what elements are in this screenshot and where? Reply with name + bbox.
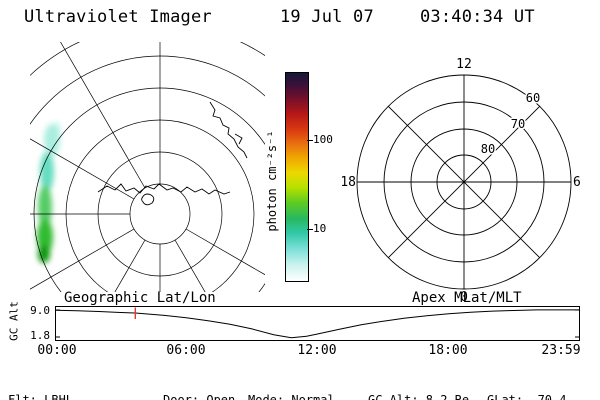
status-col-flight: Flt: LBHL IP: 36.0 <box>8 358 73 400</box>
coastlines <box>97 101 248 206</box>
gc-alt-axis-label: GC Alt <box>7 301 21 341</box>
mlt-label-18: 18 <box>342 175 356 190</box>
xtick-1200: 12:00 <box>297 343 337 358</box>
colorbar-units-label: photon cm⁻²s⁻¹ <box>265 130 279 232</box>
status-glat: GLat: -70.4 <box>487 393 567 400</box>
status-col-geo: GLat: -70.4 GLon: 247.1 <box>487 358 566 400</box>
xtick-2359: 23:59 <box>541 343 581 358</box>
mlat-ring-labels: 60 70 80 <box>479 90 541 158</box>
aurora-emission-patch <box>37 122 61 263</box>
xtick-0000: 00:00 <box>37 343 77 358</box>
apex-mlat-mlt-dial: 12 0 18 6 60 70 80 <box>342 57 581 304</box>
ytick-1-8: 1.8 <box>30 329 50 342</box>
mlt-label-6: 6 <box>573 175 581 190</box>
status-gc-alt: GC Alt: 8.2 Re <box>368 393 470 400</box>
timeline-frame <box>55 306 580 341</box>
xtick-1800: 18:00 <box>428 343 468 358</box>
mlat-mlt-grid <box>356 74 572 290</box>
mlat-label-60: 60 <box>526 91 540 105</box>
gc-alt-curve <box>55 306 580 341</box>
colorbar-tick-100 <box>307 140 313 141</box>
altitude-curve <box>55 309 580 339</box>
xtick-0600: 06:00 <box>166 343 206 358</box>
status-col-mode: Mode: Normal Dsp: -4.2 <box>248 358 335 400</box>
status-door: Door: Open <box>163 393 236 400</box>
colorbar-tick-label-10: 10 <box>313 222 327 235</box>
mlat-label-80: 80 <box>481 142 495 156</box>
geographic-caption: Geographic Lat/Lon <box>64 290 216 306</box>
apex-caption: Apex MLat/MLT <box>412 290 522 306</box>
colorbar-tick-10 <box>307 229 313 230</box>
latlon-grid <box>30 42 265 292</box>
mlt-label-12: 12 <box>456 57 472 72</box>
colorbar-tick-label-100: 100 <box>313 133 333 146</box>
time-label: 03:40:34 UT <box>420 7 535 27</box>
status-mode: Mode: Normal <box>248 393 335 400</box>
geographic-map <box>30 42 265 292</box>
mlat-label-70: 70 <box>511 117 525 131</box>
ytick-9: 9.0 <box>30 304 50 317</box>
app-title: Ultraviolet Imager <box>24 7 212 27</box>
status-col-door: Door: Open Gain: 14 <box>163 358 235 400</box>
status-col-orbit: GC Alt: 8.2 Re Seq: 39 <box>368 358 469 400</box>
mlt-label-0: 0 <box>460 290 468 304</box>
status-flt: Flt: LBHL <box>8 393 74 400</box>
mlt-hour-labels: 12 0 18 6 <box>342 57 581 304</box>
colorbar <box>285 72 313 282</box>
date-label: 19 Jul 07 <box>280 7 374 27</box>
